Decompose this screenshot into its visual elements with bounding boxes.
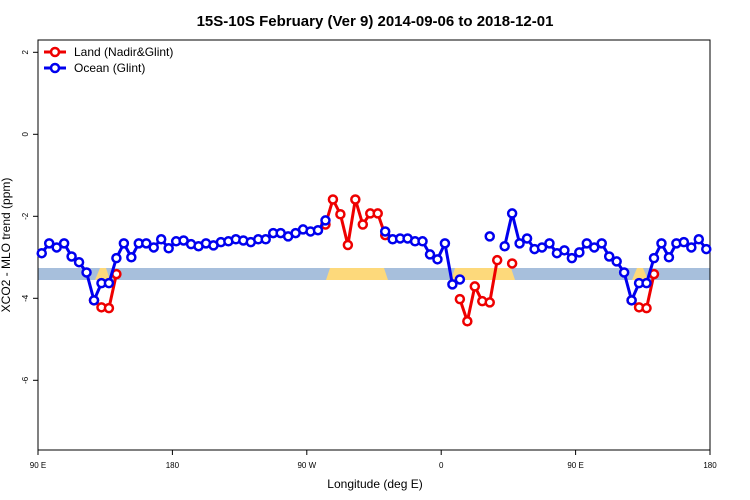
data-point xyxy=(335,209,346,220)
data-point xyxy=(432,254,443,265)
data-point xyxy=(626,295,637,306)
data-point xyxy=(462,316,473,327)
data-point xyxy=(611,256,622,267)
data-point xyxy=(36,247,47,259)
data-point xyxy=(327,194,339,205)
data-point xyxy=(484,231,495,242)
legend-marker xyxy=(49,62,61,74)
legend-label: Ocean (Glint) xyxy=(74,61,145,75)
data-point xyxy=(484,297,495,308)
data-point xyxy=(155,234,167,245)
legend-marker xyxy=(49,46,61,58)
data-point xyxy=(141,238,152,249)
data-point xyxy=(43,238,55,249)
x-tick-label: 180 xyxy=(703,461,717,470)
data-point xyxy=(417,236,428,247)
data-point xyxy=(678,236,690,248)
y-tick-label: -2 xyxy=(21,212,30,220)
data-point xyxy=(81,267,92,278)
data-point xyxy=(148,242,159,253)
data-point xyxy=(559,245,570,256)
data-point xyxy=(357,219,369,230)
data-point xyxy=(66,251,77,262)
data-point xyxy=(447,279,458,290)
data-point xyxy=(514,238,525,249)
data-point xyxy=(88,295,100,306)
data-point xyxy=(350,194,361,205)
data-point xyxy=(163,243,174,254)
data-point xyxy=(566,252,578,264)
chart-title: 15S-10S February (Ver 9) 2014-09-06 to 2… xyxy=(197,13,554,30)
data-point xyxy=(641,302,652,314)
data-point xyxy=(618,267,630,278)
x-tick-label: 90 E xyxy=(567,461,583,470)
data-point xyxy=(596,238,607,249)
data-point xyxy=(103,302,115,314)
series xyxy=(36,208,712,306)
data-point xyxy=(424,249,436,260)
data-point xyxy=(469,281,481,292)
land-band xyxy=(326,268,388,280)
x-tick-label: 90 W xyxy=(297,461,316,470)
land-band xyxy=(632,268,648,280)
data-point xyxy=(260,234,271,245)
data-point xyxy=(648,252,660,264)
y-tick-label: 2 xyxy=(21,50,30,55)
data-point xyxy=(656,238,667,249)
data-point xyxy=(589,242,600,253)
data-point xyxy=(372,208,383,219)
data-point xyxy=(342,239,354,251)
data-point xyxy=(701,243,712,255)
data-point xyxy=(73,256,85,268)
data-point xyxy=(506,208,518,219)
data-point xyxy=(686,242,697,253)
y-tick-label: 0 xyxy=(21,132,30,137)
data-point xyxy=(506,258,518,269)
data-point xyxy=(126,252,137,263)
data-point xyxy=(499,240,510,252)
legend-label: Land (Nadir&Glint) xyxy=(74,45,173,59)
data-point xyxy=(320,215,331,226)
data-point xyxy=(663,252,675,263)
data-point xyxy=(312,224,324,236)
data-point xyxy=(693,234,705,245)
data-point xyxy=(536,242,548,253)
data-point xyxy=(641,277,652,289)
data-point xyxy=(454,293,466,305)
x-tick-label: 0 xyxy=(439,461,444,470)
data-point xyxy=(454,274,466,285)
land-band xyxy=(451,268,515,280)
data-point xyxy=(111,252,122,264)
x-tick-label: 90 E xyxy=(30,461,46,470)
data-point xyxy=(581,238,593,249)
data-point xyxy=(491,254,503,266)
x-tick-label: 180 xyxy=(166,461,180,470)
y-axis-label: XCO2 - MLO trend (ppm) xyxy=(0,178,13,313)
data-point xyxy=(379,226,391,237)
data-point xyxy=(51,242,62,253)
y-tick-label: -6 xyxy=(21,376,30,384)
data-point xyxy=(103,277,115,289)
data-point xyxy=(574,247,585,258)
x-axis-label: Longitude (deg E) xyxy=(327,477,422,491)
plot-frame xyxy=(37,39,711,451)
data-point xyxy=(118,238,130,249)
y-tick-label: -4 xyxy=(21,294,30,302)
data-point xyxy=(58,238,70,249)
data-point xyxy=(544,238,555,249)
data-point xyxy=(521,233,533,244)
surface-band xyxy=(38,268,710,280)
data-point xyxy=(603,251,615,262)
land-band xyxy=(95,268,110,280)
data-point xyxy=(439,238,451,249)
